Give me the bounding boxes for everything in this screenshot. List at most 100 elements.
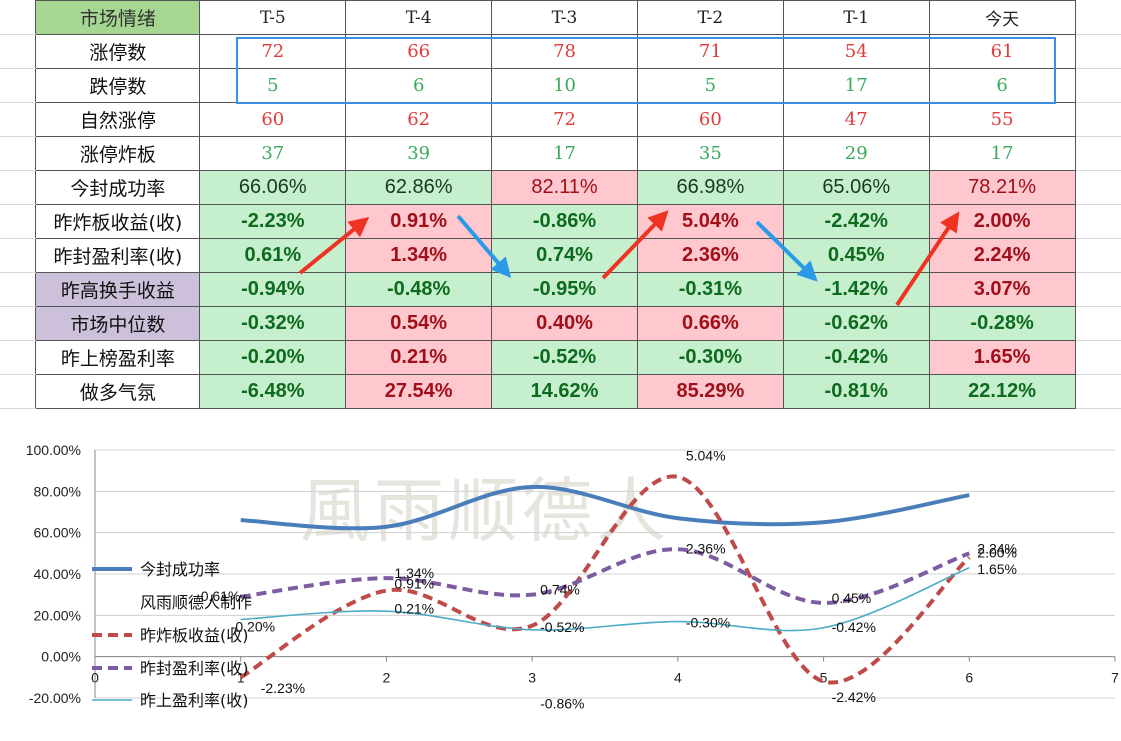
row-gutter <box>0 340 36 375</box>
table-cell: 5.04% <box>636 204 784 239</box>
table-cell: 72 <box>491 102 638 137</box>
table-cell: 0.61% <box>199 238 347 273</box>
table-row: 自然涨停 60 62 72 60 47 55 <box>0 102 1121 137</box>
table-cell: -0.30% <box>636 340 784 375</box>
row-gutter <box>0 204 36 239</box>
row-label-cell: 昨高换手收益 <box>35 272 201 307</box>
row-tail <box>1075 0 1121 35</box>
row-tail <box>1075 204 1121 239</box>
row-label-cell: 昨上榜盈利率 <box>35 340 201 375</box>
table-cell: 39 <box>345 136 493 171</box>
row-tail <box>1075 374 1121 409</box>
row-tail <box>1075 34 1121 69</box>
row-tail <box>1075 68 1121 103</box>
row-label-cell: 自然涨停 <box>35 102 201 137</box>
table-row: 涨停数 72 66 78 71 54 61 <box>0 34 1121 69</box>
y-tick-label: 0.00% <box>41 649 81 665</box>
table-row: 昨上榜盈利率 -0.20% 0.21% -0.52% -0.30% -0.42% 1.65% <box>0 340 1121 375</box>
y-tick-label: 40.00% <box>34 566 81 582</box>
table-row: 昨高换手收益 -0.94% -0.48% -0.95% -0.31% -1.42% 3.07… <box>0 272 1121 307</box>
table-cell: 29 <box>782 136 930 171</box>
table-cell: 85.29% <box>636 374 784 409</box>
table-cell: 66 <box>345 34 493 69</box>
series-line <box>240 484 970 531</box>
table-cell: -0.52% <box>491 340 638 375</box>
row-gutter <box>0 170 36 205</box>
table-cell: 1.34% <box>345 238 493 273</box>
x-tick-label: 1 <box>237 670 245 686</box>
table-cell: -2.23% <box>199 204 347 239</box>
y-tick-label: -20.00% <box>29 690 81 706</box>
row-tail <box>1075 102 1121 137</box>
table-cell: 78.21% <box>928 170 1076 205</box>
data-label: -0.86% <box>540 695 584 711</box>
table-cell: 14.62% <box>491 374 638 409</box>
table-cell: 0.40% <box>491 306 638 341</box>
table-cell: 55 <box>928 102 1076 137</box>
table-cell: -6.48% <box>199 374 347 409</box>
table-row: 做多气氛 -6.48% 27.54% 14.62% 85.29% -0.81% 22.12% <box>0 374 1121 409</box>
table-cell: 37 <box>199 136 347 171</box>
column-header: T-4 <box>345 0 493 35</box>
table-row: 跌停数 5 6 10 5 17 6 <box>0 68 1121 103</box>
table-row: 市场中位数 -0.32% 0.54% 0.40% 0.66% -0.62% -0.28% <box>0 306 1121 341</box>
row-tail <box>1075 136 1121 171</box>
series-line <box>240 567 970 632</box>
row-gutter <box>0 136 36 171</box>
row-label-cell: 今封成功率 <box>35 170 201 205</box>
table-cell: 66.06% <box>199 170 347 205</box>
row-gutter <box>0 68 36 103</box>
table-cell: 0.21% <box>345 340 493 375</box>
row-gutter <box>0 238 36 273</box>
table-cell: 27.54% <box>345 374 493 409</box>
table-cell: -0.81% <box>782 374 930 409</box>
table-cell: 2.36% <box>636 238 784 273</box>
legend-entry: 昨上盈利率(收) <box>140 691 249 710</box>
x-tick-label: 4 <box>674 670 682 686</box>
header-row: 市场情绪 T-5 T-4 T-3 T-2 T-1 今天 <box>0 0 1121 35</box>
table-cell: 6 <box>928 68 1076 103</box>
table-cell: 6 <box>345 68 493 103</box>
table-cell: -0.20% <box>199 340 347 375</box>
table-cell: 2.00% <box>928 204 1076 239</box>
table-row: 今封成功率 66.06% 62.86% 82.11% 66.98% 65.06% 78.21… <box>0 170 1121 205</box>
table-cell: -0.48% <box>345 272 493 307</box>
header-label-cell: 市场情绪 <box>35 0 201 35</box>
series-line <box>240 547 970 605</box>
table-cell: 78 <box>491 34 638 69</box>
column-header: T-2 <box>636 0 784 35</box>
table-cell: 17 <box>928 136 1076 171</box>
row-tail <box>1075 238 1121 273</box>
table-cell: 66.98% <box>636 170 784 205</box>
row-label-cell: 做多气氛 <box>35 374 201 409</box>
column-header: 今天 <box>928 0 1076 35</box>
table-body: 市场情绪 T-5 T-4 T-3 T-2 T-1 今天 涨停数 72 66 78 71 54 61 跌停数 5… <box>0 0 1121 409</box>
table-cell: -2.42% <box>782 204 930 239</box>
y-tick-label: 20.00% <box>34 607 81 623</box>
market-sentiment-table: 市场情绪 T-5 T-4 T-3 T-2 T-1 今天 涨停数 72 66 78 71 54 61 跌停数 5… <box>0 0 1121 409</box>
data-label: 0.45% <box>832 590 872 606</box>
row-gutter <box>0 0 36 35</box>
column-header: T-1 <box>782 0 930 35</box>
row-tail <box>1075 306 1121 341</box>
table-cell: -0.42% <box>782 340 930 375</box>
table-cell: 60 <box>636 102 784 137</box>
data-label: -0.30% <box>686 615 730 631</box>
table-cell: -0.28% <box>928 306 1076 341</box>
table-cell: 22.12% <box>928 374 1076 409</box>
table-cell: 5 <box>199 68 347 103</box>
x-tick-label: 6 <box>965 670 973 686</box>
table-cell: 47 <box>782 102 930 137</box>
table-cell: 0.54% <box>345 306 493 341</box>
row-tail <box>1075 170 1121 205</box>
row-label-cell: 涨停数 <box>35 34 201 69</box>
table-cell: -0.32% <box>199 306 347 341</box>
data-label: 1.65% <box>977 561 1017 577</box>
table-cell: 60 <box>199 102 347 137</box>
y-tick-label: 60.00% <box>34 525 81 541</box>
table-cell: -0.95% <box>491 272 638 307</box>
table-row: 昨炸板收益(收) -2.23% 0.91% -0.86% 5.04% -2.42% 2.00… <box>0 204 1121 239</box>
table-cell: 54 <box>782 34 930 69</box>
row-gutter <box>0 102 36 137</box>
table-cell: 1.65% <box>928 340 1076 375</box>
